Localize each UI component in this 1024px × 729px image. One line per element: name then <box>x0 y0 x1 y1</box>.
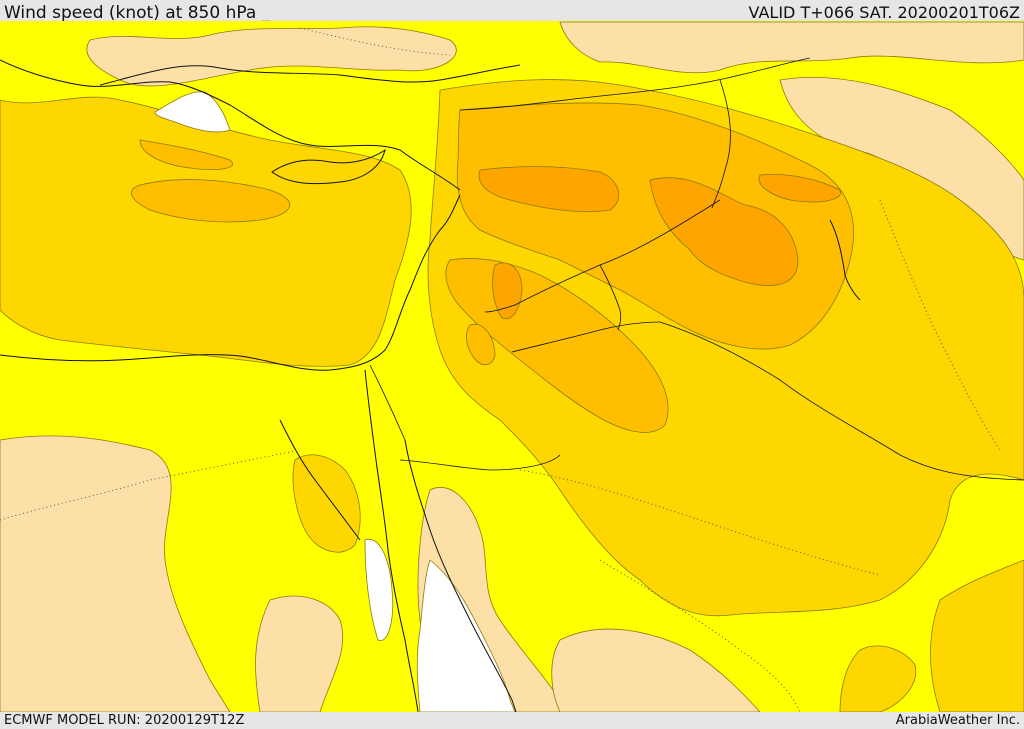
border-jordan-saudi <box>511 321 661 353</box>
band-stronger-iran-border <box>758 174 841 203</box>
band-weak-caucasus <box>559 21 1024 74</box>
coastline-black-sea <box>99 64 521 86</box>
band-weak-central-saudi <box>551 628 761 713</box>
admin-boundary-saudi-2 <box>599 559 801 713</box>
map-footer: ECMWF MODEL RUN: 20200129T12Z ArabiaWeat… <box>0 712 1024 729</box>
admin-boundary-turkey <box>299 27 451 56</box>
band-stronger-syria <box>478 166 620 213</box>
band-weak-west-egypt-2 <box>255 595 344 713</box>
band-weak-north-anatolia <box>86 26 457 87</box>
coastline-turkey-south <box>0 59 461 191</box>
coastline-red-sea-east <box>404 439 517 713</box>
border-syria-iraq <box>484 199 721 313</box>
band-strong-mediterranean-east <box>130 179 290 223</box>
coastline-mediterranean <box>0 194 461 371</box>
band-moderate-mediterranean <box>0 96 412 367</box>
border-iraq-saudi <box>659 321 1024 481</box>
coastline-cyprus <box>271 148 386 185</box>
band-none-red-sea-north <box>364 539 394 641</box>
border-jordan-iraq <box>599 264 622 331</box>
admin-boundary-iran <box>879 199 1001 451</box>
map-canvas <box>0 21 1024 713</box>
band-moderate-sinai <box>292 454 361 553</box>
coastline-persian-gulf <box>829 219 861 301</box>
border-turkey-syria <box>459 57 811 111</box>
coastline-gulf-of-suez <box>279 419 361 541</box>
coastline-red-sea-west <box>364 369 419 713</box>
band-moderate-west <box>839 645 917 713</box>
credit-text: ArabiaWeather Inc. <box>895 713 1020 728</box>
border-egypt-israel <box>369 364 406 441</box>
band-strong-galilee <box>466 323 496 366</box>
map-header: Wind speed (knot) at 850 hPa _ VALID T+0… <box>0 0 1024 23</box>
band-stronger-iraq <box>649 177 799 286</box>
wind-speed-map <box>0 21 1024 713</box>
band-weak-west-egypt <box>0 435 231 713</box>
border-egypt-sudan <box>399 454 561 471</box>
map-title: Wind speed (knot) at 850 hPa _ <box>4 3 271 23</box>
band-strong-syria-iraq <box>456 102 854 350</box>
valid-time: VALID T+066 SAT. 20200201T06Z <box>748 3 1020 22</box>
band-none-north <box>154 91 231 133</box>
band-strong-cyprus <box>139 139 233 170</box>
model-run: ECMWF MODEL RUN: 20200129T12Z <box>4 713 245 728</box>
border-iraq-iran <box>711 79 731 209</box>
